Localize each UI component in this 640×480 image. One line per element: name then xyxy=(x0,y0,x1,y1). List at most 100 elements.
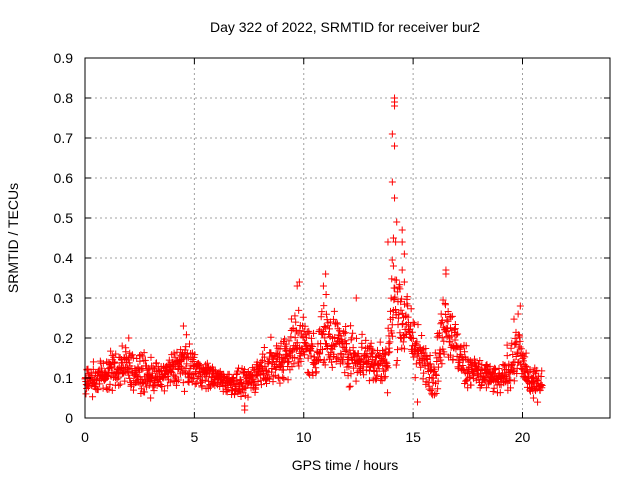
data-point xyxy=(174,376,182,384)
data-point xyxy=(83,384,91,392)
data-point xyxy=(291,354,299,362)
data-point xyxy=(367,339,375,347)
data-point xyxy=(279,373,287,381)
data-point xyxy=(322,310,330,318)
data-point xyxy=(293,282,301,290)
data-point xyxy=(347,336,355,344)
data-point xyxy=(312,368,320,376)
data-point xyxy=(136,357,144,365)
data-point xyxy=(447,313,455,321)
data-point xyxy=(476,357,484,365)
data-point xyxy=(447,324,455,332)
data-point xyxy=(94,368,102,376)
data-point xyxy=(341,369,349,377)
data-point xyxy=(125,359,133,367)
data-point xyxy=(121,377,129,385)
data-point xyxy=(185,369,193,377)
data-point xyxy=(108,386,116,394)
plot-frame xyxy=(84,57,611,419)
data-point xyxy=(398,266,406,274)
data-point xyxy=(388,130,396,138)
data-point xyxy=(147,394,155,402)
data-point xyxy=(191,380,199,388)
data-point xyxy=(432,371,440,379)
data-point xyxy=(449,355,457,363)
data-point xyxy=(322,291,330,299)
data-point xyxy=(489,388,497,396)
data-point xyxy=(107,347,115,355)
data-point xyxy=(514,310,522,318)
data-point xyxy=(294,358,302,366)
data-point xyxy=(508,339,516,347)
data-point xyxy=(111,359,119,367)
data-point xyxy=(440,337,448,345)
data-point xyxy=(178,363,186,371)
data-point xyxy=(417,363,425,371)
data-point xyxy=(275,374,283,382)
data-point xyxy=(394,346,402,354)
data-point xyxy=(503,341,511,349)
data-point xyxy=(124,367,132,375)
data-point xyxy=(414,321,422,329)
data-point xyxy=(345,363,353,371)
x-axis: 0 5 10 15 20 xyxy=(81,58,530,445)
data-point xyxy=(526,366,534,374)
data-point xyxy=(434,377,442,385)
data-point xyxy=(362,353,370,361)
data-point xyxy=(171,372,179,380)
data-point xyxy=(410,353,418,361)
data-point xyxy=(388,178,396,186)
data-point xyxy=(534,376,542,384)
data-point xyxy=(328,363,336,371)
data-point xyxy=(319,282,327,290)
data-point xyxy=(260,343,268,351)
data-point xyxy=(376,338,384,346)
data-point xyxy=(365,377,373,385)
data-point xyxy=(373,371,381,379)
data-point xyxy=(537,381,545,389)
data-point xyxy=(384,238,392,246)
data-point xyxy=(407,322,415,330)
data-point xyxy=(398,238,406,246)
data-point xyxy=(436,329,444,337)
data-point xyxy=(444,308,452,316)
data-point xyxy=(434,385,442,393)
data-point xyxy=(507,384,515,392)
data-point xyxy=(389,332,397,340)
data-point xyxy=(471,358,479,366)
data-point xyxy=(235,364,243,372)
data-point xyxy=(244,368,252,376)
data-point xyxy=(105,385,113,393)
data-point xyxy=(263,379,271,387)
data-point xyxy=(280,375,288,383)
data-point xyxy=(442,270,450,278)
data-point xyxy=(393,276,401,284)
data-point xyxy=(457,343,465,351)
data-point xyxy=(411,374,419,382)
data-point xyxy=(241,384,249,392)
data-point xyxy=(347,370,355,378)
data-point xyxy=(446,351,454,359)
data-point xyxy=(412,360,420,368)
data-point xyxy=(448,332,456,340)
data-point xyxy=(325,325,333,333)
data-point xyxy=(176,362,184,370)
data-point xyxy=(348,334,356,342)
data-point xyxy=(281,335,289,343)
data-point xyxy=(192,380,200,388)
data-point xyxy=(183,360,191,368)
data-point xyxy=(203,359,211,367)
data-point xyxy=(319,327,327,335)
data-point xyxy=(529,374,537,382)
data-point xyxy=(122,348,130,356)
data-point xyxy=(513,338,521,346)
data-point xyxy=(244,393,252,401)
data-point xyxy=(395,310,403,318)
data-point xyxy=(284,376,292,384)
data-point xyxy=(400,345,408,353)
data-point xyxy=(446,338,454,346)
data-point xyxy=(538,367,546,375)
data-point xyxy=(290,360,298,368)
data-point xyxy=(179,322,187,330)
data-point xyxy=(291,334,299,342)
